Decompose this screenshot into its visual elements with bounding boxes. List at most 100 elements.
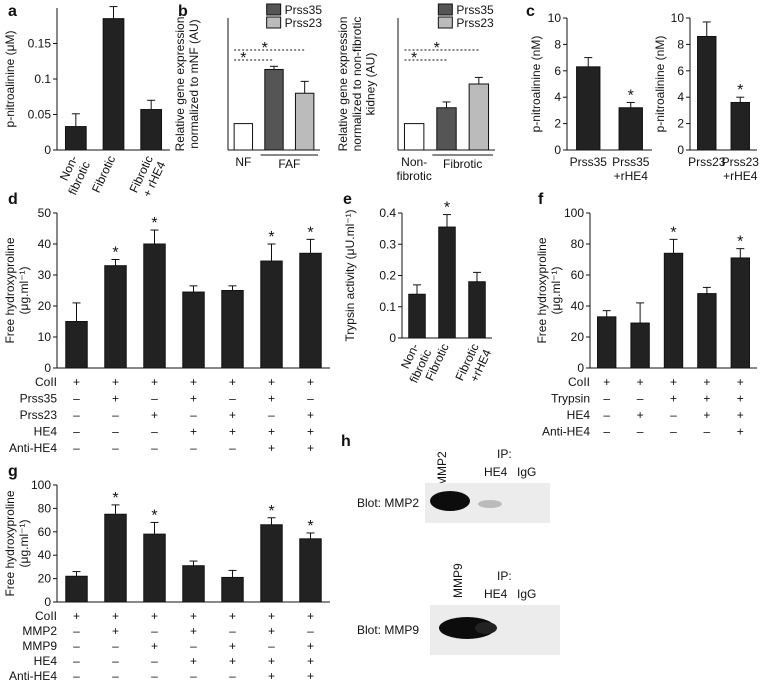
control-label: IgG [517, 465, 536, 479]
significance-marker: * [307, 224, 313, 241]
y-tick-label: 20 [571, 330, 585, 344]
condition-sign: – [603, 425, 610, 439]
legend-label: Prss23 [285, 16, 323, 30]
ip-target: HE4 [484, 465, 508, 479]
bar [102, 18, 125, 151]
bar [299, 252, 322, 369]
condition-sign: + [307, 425, 314, 439]
y-tick-label: 0 [677, 143, 684, 157]
condition-name: CoII [35, 375, 57, 389]
condition-sign: + [268, 609, 275, 623]
legend-swatch [266, 3, 282, 16]
x-tick-label: Non-fibrotic [396, 155, 431, 183]
condition-sign: + [268, 669, 275, 683]
condition-sign: + [703, 408, 710, 422]
condition-sign: + [268, 392, 275, 406]
y-tick-label: 4 [677, 90, 684, 104]
bar [597, 316, 617, 369]
y-tick-label: 40 [571, 299, 585, 313]
condition-sign: + [229, 425, 236, 439]
y-tick-label: 0.2 [379, 269, 396, 283]
condition-sign: – [151, 425, 158, 439]
condition-sign: + [112, 609, 119, 623]
significance-marker: * [628, 87, 634, 104]
bar [140, 109, 163, 151]
ip-label: IP: [497, 569, 512, 583]
legend-swatch [437, 3, 453, 16]
y-tick-label: 0.3 [379, 237, 396, 251]
condition-sign: + [307, 654, 314, 668]
condition-sign: + [73, 609, 80, 623]
x-tick-label: Fibrotic+rHE4 [452, 341, 494, 389]
bar [468, 83, 490, 151]
condition-sign: – [73, 654, 80, 668]
y-tick-label: 0 [554, 143, 561, 157]
condition-sign: – [190, 639, 197, 653]
legend-label: Prss23 [456, 16, 494, 30]
condition-sign: – [112, 408, 119, 422]
condition-sign: + [190, 609, 197, 623]
condition-sign: + [268, 654, 275, 668]
condition-sign: + [307, 639, 314, 653]
y-axis-label: Free hydroxyproline(μg.ml⁻¹) [3, 490, 31, 596]
x-tick-label: NF [235, 155, 251, 169]
condition-sign: + [307, 609, 314, 623]
legend-label: Prss35 [285, 3, 323, 17]
condition-sign: – [73, 408, 80, 422]
condition-sign: – [73, 425, 80, 439]
condition-sign: + [268, 375, 275, 389]
y-tick-label: 0 [577, 361, 584, 375]
y-tick-label: 0.1 [379, 300, 396, 314]
condition-sign: + [112, 375, 119, 389]
y-tick-label: 0.4 [379, 206, 396, 220]
condition-sign: + [190, 425, 197, 439]
bar [65, 321, 88, 369]
condition-sign: + [307, 441, 314, 455]
blot-band [475, 622, 497, 634]
condition-sign: – [73, 392, 80, 406]
significance-marker: * [307, 518, 313, 535]
comparison-marker: * [262, 40, 268, 57]
condition-sign: – [112, 669, 119, 683]
y-tick-label: 0 [44, 595, 51, 609]
bar [104, 513, 127, 603]
y-tick-label: 10 [38, 330, 52, 344]
condition-sign: + [112, 392, 119, 406]
condition-sign: – [670, 408, 677, 422]
significance-marker: * [151, 507, 157, 524]
bar [730, 101, 750, 151]
condition-sign: – [73, 441, 80, 455]
condition-sign: – [603, 408, 610, 422]
control-label: IgG [517, 587, 536, 601]
y-tick-label: 8 [677, 37, 684, 51]
bar [221, 576, 244, 603]
condition-name: Prss35 [20, 392, 58, 406]
condition-name: MMP9 [22, 639, 57, 653]
condition-sign: – [307, 624, 314, 638]
condition-sign: – [307, 392, 314, 406]
condition-sign: + [670, 375, 677, 389]
bar [730, 257, 750, 369]
blot-band [478, 500, 502, 508]
condition-sign: + [670, 392, 677, 406]
x-tick-label: Prss23 +rHE4 [722, 155, 760, 183]
condition-sign: + [737, 392, 744, 406]
condition-sign: – [229, 669, 236, 683]
condition-sign: – [151, 392, 158, 406]
condition-sign: + [737, 408, 744, 422]
y-tick-label: 40 [38, 237, 52, 251]
comparison-marker: * [411, 50, 417, 67]
condition-sign: – [112, 639, 119, 653]
condition-sign: + [112, 624, 119, 638]
significance-marker: * [112, 245, 118, 262]
condition-name: Anti-HE4 [9, 441, 57, 455]
significance-marker: * [110, 0, 116, 9]
y-tick-label: 0 [44, 361, 51, 375]
bar [260, 524, 283, 603]
significance-marker: * [268, 503, 274, 520]
ip-target: HE4 [484, 587, 508, 601]
condition-sign: – [190, 441, 197, 455]
y-tick-label: 20 [38, 572, 52, 586]
condition-sign: + [268, 624, 275, 638]
y-tick-label: 100 [31, 478, 51, 492]
